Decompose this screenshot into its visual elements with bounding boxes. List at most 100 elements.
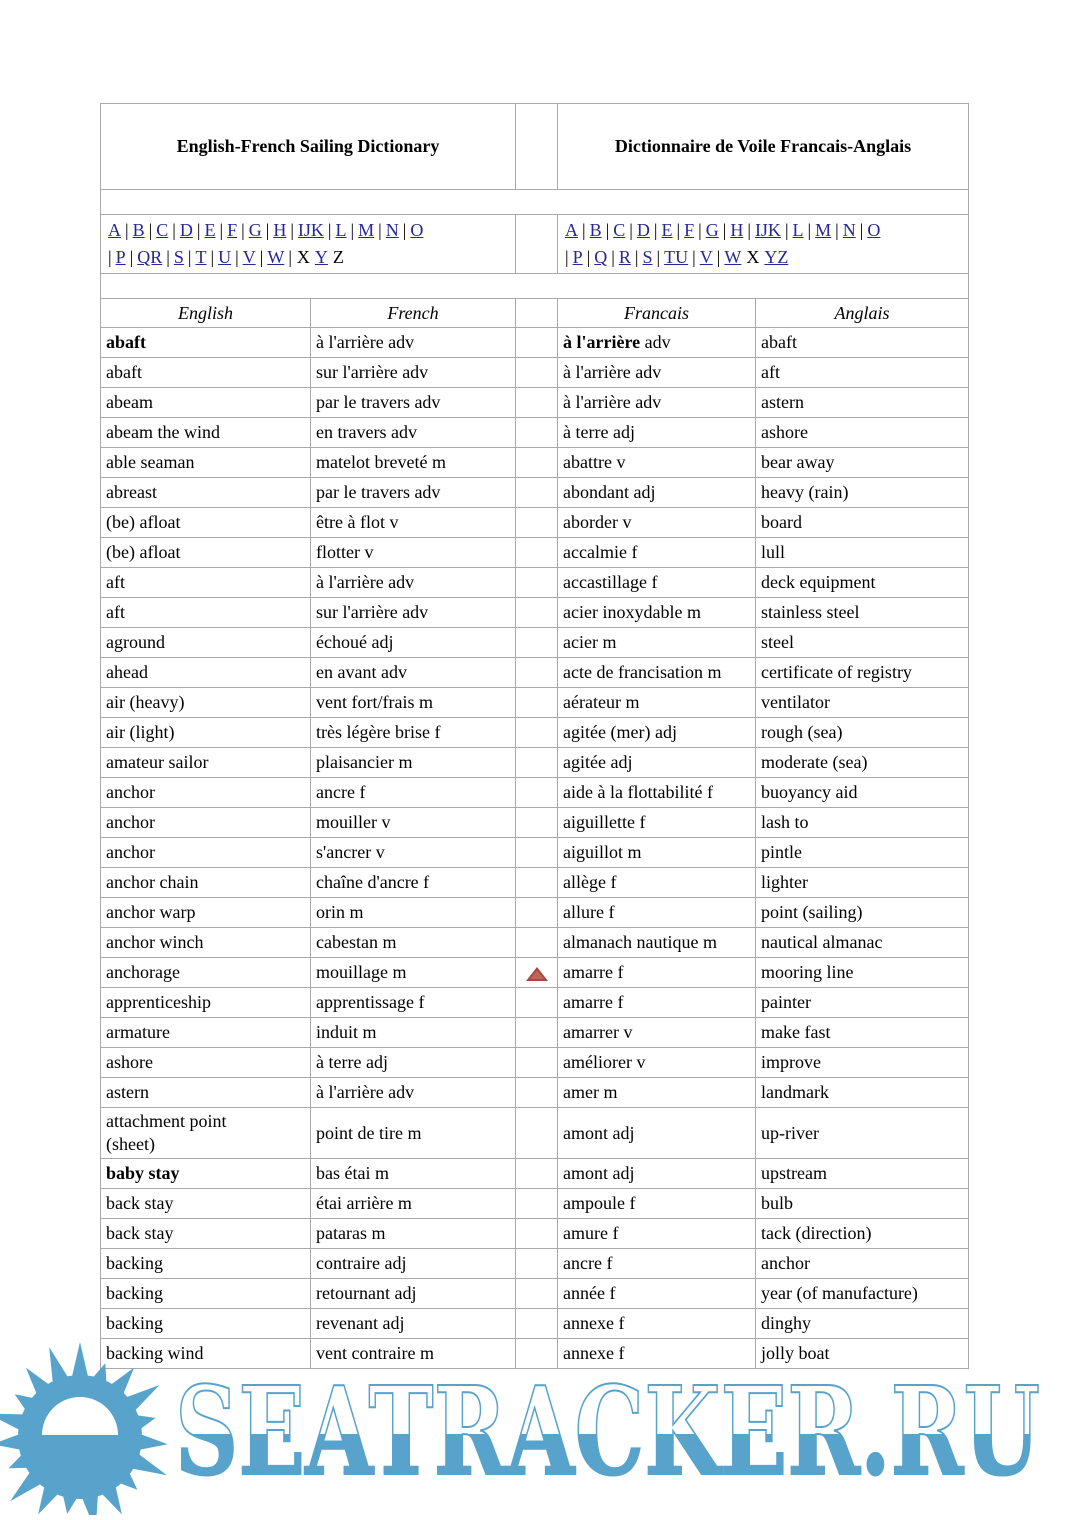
alpha-separator: |: [196, 220, 201, 240]
alphabet-nav-right: A | B | C | D | E | F | G | H | IJK | L | M | N | O | P | Q | R | S | TU |…: [557, 214, 970, 274]
cell-spacer: [515, 957, 559, 988]
cell-french: retournant adj: [309, 1278, 517, 1309]
cell-spacer: [515, 1248, 559, 1279]
cell-francais: annexe f: [557, 1338, 757, 1369]
dict-row: abeam the wind en travers adv à terre adj a…: [100, 417, 970, 448]
alpha-link-G[interactable]: G: [248, 220, 262, 240]
alpha-link-F[interactable]: F: [684, 220, 695, 240]
cell-francais: à l'arrière adv: [557, 387, 757, 418]
up-triangle-icon[interactable]: [525, 966, 549, 982]
alpha-separator: |: [692, 247, 696, 267]
alpha-link-V[interactable]: V: [242, 247, 256, 267]
alpha-link-L[interactable]: L: [335, 220, 347, 240]
cell-spacer: [515, 807, 559, 838]
alpha-separator: |: [290, 220, 294, 240]
alpha-link-M[interactable]: M: [815, 220, 832, 240]
alpha-link-Y[interactable]: Y: [314, 247, 328, 267]
alpha-link-B[interactable]: B: [132, 220, 145, 240]
dict-row: anchorage mouillage m amarre f mooring lin…: [100, 957, 970, 988]
cell-francais: acte de francisation m: [557, 657, 757, 688]
cell-english: anchor warp: [100, 897, 311, 928]
cell-anglais: pintle: [755, 837, 970, 868]
alpha-link-IJK[interactable]: IJK: [297, 220, 324, 240]
cell-francais: à terre adj: [557, 417, 757, 448]
cell-spacer: [515, 507, 559, 538]
cell-anglais: dinghy: [755, 1308, 970, 1339]
alpha-link-H[interactable]: H: [730, 220, 744, 240]
alpha-link-T[interactable]: T: [195, 247, 207, 267]
alpha-link-M[interactable]: M: [358, 220, 375, 240]
alpha-link-C[interactable]: C: [613, 220, 626, 240]
alpha-link-B[interactable]: B: [589, 220, 602, 240]
alphabet-nav-left: A | B | C | D | E | F | G | H | IJK | L | M | N | O | P | QR | S | T | U |…: [99, 214, 517, 274]
alpha-separator: |: [327, 220, 332, 240]
alpha-link-R[interactable]: R: [618, 247, 631, 267]
sun-dome: [42, 1397, 118, 1435]
col-header-anglais: Anglais: [755, 298, 970, 328]
alpha-separator: |: [653, 220, 658, 240]
alpha-link-S[interactable]: S: [173, 247, 184, 267]
cell-spacer: [515, 627, 559, 658]
cell-english: (be) afloat: [100, 537, 311, 568]
cell-francais: amarre f: [557, 957, 757, 988]
alpha-link-N[interactable]: N: [842, 220, 856, 240]
cell-english: backing: [100, 1278, 311, 1309]
cell-french: flotter v: [309, 537, 517, 568]
dict-row: apprenticeship apprentissage f amarre f pai…: [100, 987, 970, 1018]
alpha-link-F[interactable]: F: [227, 220, 238, 240]
cell-francais: amont adj: [557, 1158, 757, 1189]
dict-row: backing retournant adj année f year (of man…: [100, 1278, 970, 1309]
dict-row: backing revenant adj annexe f dinghy: [100, 1308, 970, 1339]
alpha-link-E[interactable]: E: [204, 220, 216, 240]
dict-row: air (light) très légère brise f agitée (me…: [100, 717, 970, 748]
alpha-link-A[interactable]: A: [108, 220, 121, 240]
alphabet-line: | P | Q | R | S | TU | V | W X YZ: [563, 244, 963, 271]
alpha-link-A[interactable]: A: [565, 220, 579, 240]
alpha-link-P[interactable]: P: [115, 247, 126, 267]
cell-english: backing wind: [100, 1338, 311, 1369]
alpha-separator: |: [676, 220, 681, 240]
cell-french: en travers adv: [309, 417, 517, 448]
alpha-separator: |: [265, 220, 270, 240]
cell-anglais: improve: [755, 1047, 970, 1078]
cell-french: à l'arrière adv: [309, 567, 517, 598]
alpha-link-QR[interactable]: QR: [137, 247, 163, 267]
cell-francais: agitée (mer) adj: [557, 717, 757, 748]
cell-spacer: [515, 837, 559, 868]
dict-row: back stay pataras m amure f tack (direction…: [100, 1218, 970, 1249]
dict-row: aground échoué adj acier m steel: [100, 627, 970, 658]
cell-english: astern: [100, 1077, 311, 1108]
alpha-link-IJK[interactable]: IJK: [754, 220, 781, 240]
alpha-link-D[interactable]: D: [636, 220, 650, 240]
alpha-link-YZ[interactable]: YZ: [764, 247, 789, 267]
cell-anglais: stainless steel: [755, 597, 970, 628]
alpha-link-C[interactable]: C: [156, 220, 169, 240]
cell-english: anchor: [100, 837, 311, 868]
cell-spacer: [515, 417, 559, 448]
cell-anglais: landmark: [755, 1077, 970, 1108]
alpha-link-U[interactable]: U: [218, 247, 232, 267]
alpha-link-V[interactable]: V: [699, 247, 713, 267]
cell-french: très légère brise f: [309, 717, 517, 748]
alpha-link-G[interactable]: G: [705, 220, 719, 240]
alpha-link-H[interactable]: H: [273, 220, 287, 240]
alpha-link-E[interactable]: E: [661, 220, 673, 240]
cell-french: orin m: [309, 897, 517, 928]
alpha-link-Q[interactable]: Q: [594, 247, 608, 267]
alpha-link-S[interactable]: S: [642, 247, 653, 267]
cell-anglais: buoyancy aid: [755, 777, 970, 808]
alpha-link-D[interactable]: D: [179, 220, 193, 240]
alpha-link-P[interactable]: P: [572, 247, 583, 267]
alpha-separator: |: [210, 247, 215, 267]
alpha-link-W[interactable]: W: [267, 247, 285, 267]
alpha-link-W[interactable]: W: [724, 247, 742, 267]
cell-spacer: [515, 327, 559, 358]
alpha-link-N[interactable]: N: [385, 220, 399, 240]
cell-english: abeam the wind: [100, 417, 311, 448]
alpha-link-O[interactable]: O: [410, 220, 424, 240]
cell-english: anchorage: [100, 957, 311, 988]
dict-row: ashore à terre adj améliorer v improve: [100, 1047, 970, 1078]
alpha-link-TU[interactable]: TU: [664, 247, 689, 267]
alpha-link-L[interactable]: L: [792, 220, 804, 240]
alpha-link-O[interactable]: O: [867, 220, 881, 240]
